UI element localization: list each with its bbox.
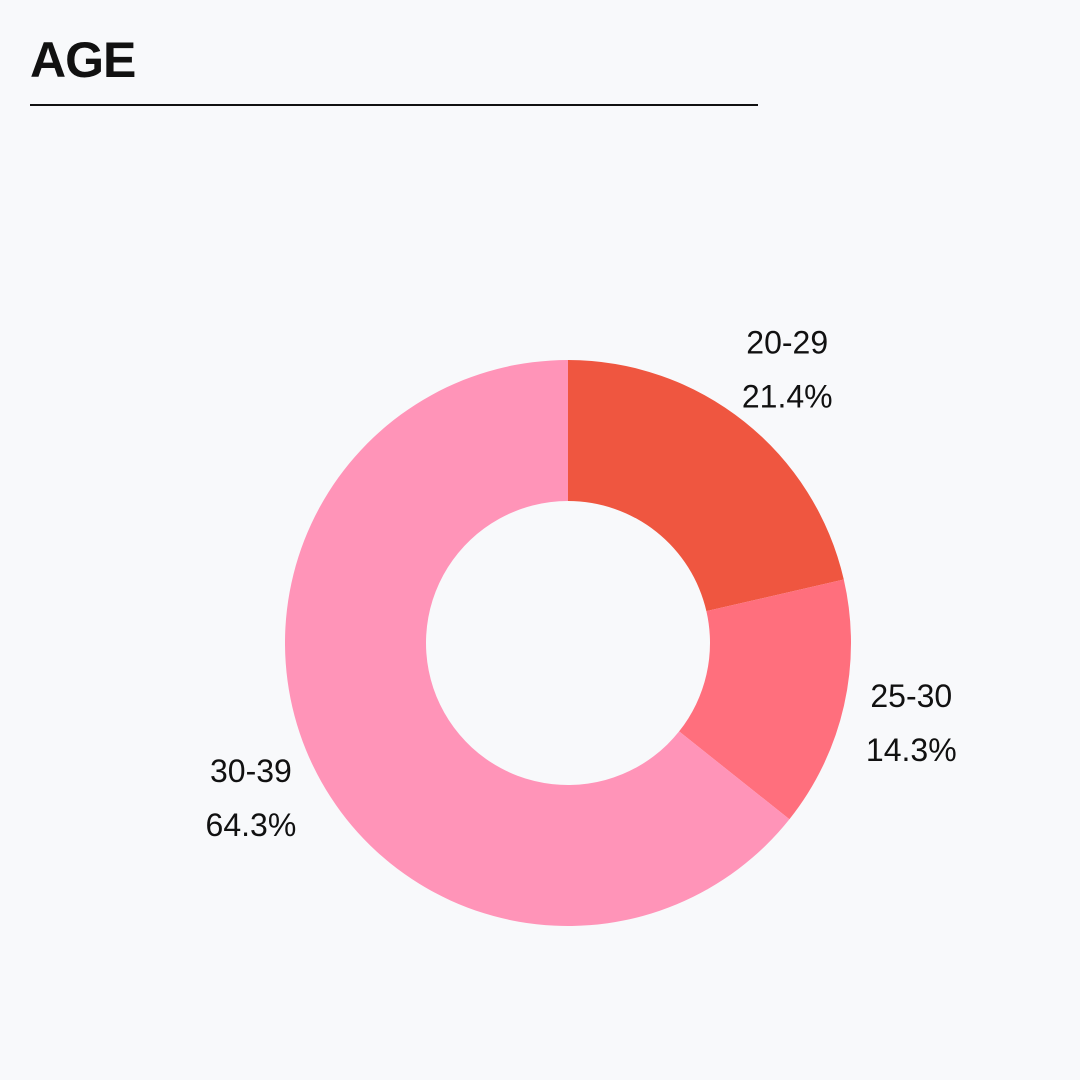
slice-label-20-29: 20-29 [746,325,828,361]
donut-slices [284,360,851,926]
slice-30-39 [284,360,790,926]
slice-label-30-39: 30-39 [210,753,292,789]
slice-percent-25-30: 14.3% [866,732,957,768]
donut-labels: 20-29 21.4% 25-30 14.3% 30-39 64.3% [206,325,957,843]
slice-25-30 [679,579,851,820]
slice-percent-20-29: 21.4% [742,379,833,415]
chart-title: AGE [30,32,136,88]
title-divider [30,104,758,106]
slice-label-25-30: 25-30 [870,678,952,714]
slice-percent-30-39: 64.3% [206,807,297,843]
slice-20-29 [568,360,844,612]
